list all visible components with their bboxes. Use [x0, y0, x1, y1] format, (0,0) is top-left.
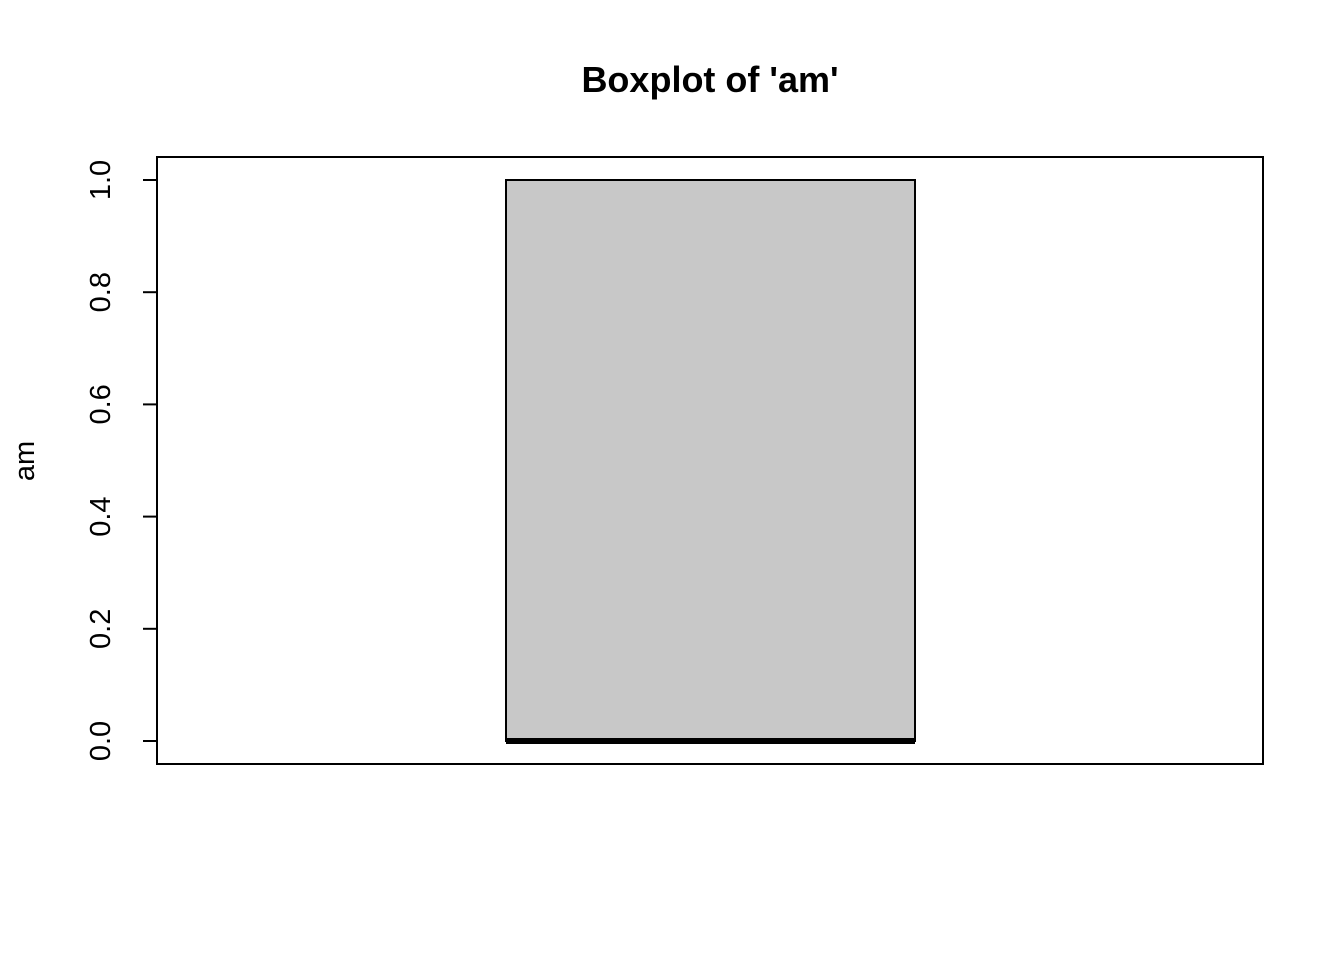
y-tick-label: 0.4	[85, 496, 117, 536]
y-tick-label: 0.2	[85, 609, 117, 649]
y-axis-label: am	[9, 441, 41, 481]
y-tick-label: 1.0	[85, 160, 117, 200]
y-tick-label: 0.6	[85, 384, 117, 424]
y-axis: 0.0 0.2 0.4 0.6 0.8 1.0	[85, 160, 158, 761]
y-tick-label: 0.8	[85, 272, 117, 312]
y-tick-label: 0.0	[85, 721, 117, 761]
chart-title: Boxplot of 'am'	[581, 59, 838, 100]
box-group	[505, 179, 916, 744]
box-iqr	[505, 179, 916, 742]
